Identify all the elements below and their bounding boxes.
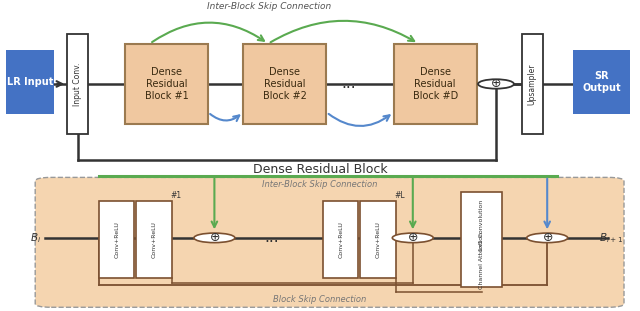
Text: #L: #L xyxy=(395,191,405,200)
Circle shape xyxy=(392,233,433,243)
Bar xyxy=(243,44,326,124)
Text: Channel Attention: Channel Attention xyxy=(479,232,484,289)
Bar xyxy=(522,34,543,134)
Text: Dense
Residual
Block #1: Dense Residual Block #1 xyxy=(145,67,188,100)
Bar xyxy=(323,201,358,278)
Text: $\oplus$: $\oplus$ xyxy=(209,230,220,244)
Text: Input Conv.: Input Conv. xyxy=(73,62,83,106)
Circle shape xyxy=(194,233,235,243)
Text: $B_i$: $B_i$ xyxy=(29,231,41,245)
Text: Dense Residual Block: Dense Residual Block xyxy=(253,163,387,176)
FancyBboxPatch shape xyxy=(35,177,624,307)
Bar xyxy=(136,201,172,278)
Text: SR
Output: SR Output xyxy=(582,72,621,93)
Bar xyxy=(99,201,134,278)
Text: ...: ... xyxy=(342,77,356,91)
Bar xyxy=(573,50,630,114)
Bar xyxy=(461,192,502,287)
Text: Dense
Residual
Block #2: Dense Residual Block #2 xyxy=(263,67,307,100)
Text: Block Skip Connection: Block Skip Connection xyxy=(273,295,367,304)
Text: $\oplus$: $\oplus$ xyxy=(407,230,419,244)
Text: Inter-Block Skip Connection: Inter-Block Skip Connection xyxy=(262,180,378,188)
Bar xyxy=(360,201,396,278)
Text: Upsampler: Upsampler xyxy=(527,63,537,105)
Circle shape xyxy=(478,79,514,89)
Bar xyxy=(125,44,208,124)
Bar xyxy=(394,44,477,124)
Text: $\oplus$: $\oplus$ xyxy=(490,77,502,90)
Text: #1: #1 xyxy=(170,191,182,200)
Circle shape xyxy=(527,233,568,243)
Bar xyxy=(67,34,88,134)
Text: Conv+ReLU: Conv+ReLU xyxy=(339,221,343,258)
Text: Conv+ReLU: Conv+ReLU xyxy=(376,221,380,258)
Text: 1x1 Convolution: 1x1 Convolution xyxy=(479,199,484,251)
Text: $B_{i+1}$: $B_{i+1}$ xyxy=(599,231,623,245)
Text: $\oplus$: $\oplus$ xyxy=(541,230,553,244)
Text: ...: ... xyxy=(265,230,279,245)
Bar xyxy=(6,50,54,114)
Text: Conv+ReLU: Conv+ReLU xyxy=(152,221,156,258)
Text: Dense
Residual
Block #D: Dense Residual Block #D xyxy=(413,67,458,100)
Text: LR Input: LR Input xyxy=(7,77,54,87)
Text: Inter-Block Skip Connection: Inter-Block Skip Connection xyxy=(207,2,331,11)
Text: Conv+ReLU: Conv+ReLU xyxy=(115,221,119,258)
